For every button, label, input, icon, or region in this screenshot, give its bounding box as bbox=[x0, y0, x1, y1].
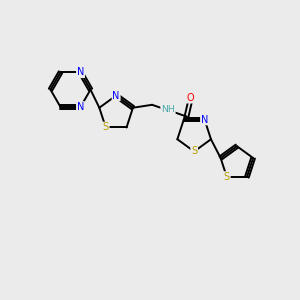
Text: S: S bbox=[191, 146, 197, 157]
Text: N: N bbox=[201, 115, 208, 124]
Text: N: N bbox=[77, 102, 84, 112]
Text: NH: NH bbox=[161, 105, 175, 114]
Text: S: S bbox=[103, 122, 109, 133]
Text: S: S bbox=[224, 172, 230, 182]
Text: N: N bbox=[112, 91, 120, 100]
Text: N: N bbox=[77, 67, 84, 77]
Text: O: O bbox=[187, 93, 194, 103]
